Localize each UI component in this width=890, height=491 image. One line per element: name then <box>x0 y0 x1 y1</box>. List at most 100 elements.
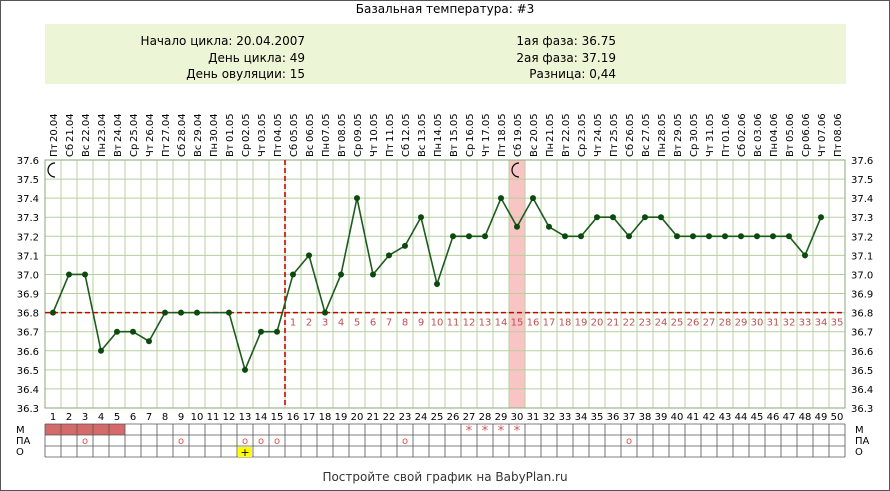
temperature-point <box>450 233 456 240</box>
temperature-point <box>434 281 440 287</box>
temperature-point <box>482 233 488 240</box>
weekday-label: Сб <box>177 144 188 157</box>
day-number-label: 22 <box>383 412 396 423</box>
weekday-label: Вт <box>561 144 572 157</box>
date-label: 26.04 <box>145 113 156 142</box>
plot-border <box>44 159 846 409</box>
day-number-label: 36 <box>607 412 620 423</box>
pa-mark: o <box>274 436 280 447</box>
weekday-label: Ср <box>465 144 476 157</box>
info-left-column: Начало цикла: 20.04.2007 День цикла: 49 … <box>45 33 305 83</box>
temperature-point <box>274 328 280 335</box>
weekday-label: Вт <box>113 144 124 157</box>
date-label: 18.05 <box>497 113 508 142</box>
day-number-label: 25 <box>431 412 444 423</box>
date-label: 02.05 <box>241 113 252 142</box>
star-mark: * <box>482 424 489 439</box>
day-number-label: 33 <box>559 412 572 423</box>
date-label: 01.05 <box>225 113 236 142</box>
phase2-day-label: 32 <box>783 318 796 329</box>
date-label: 11.05 <box>385 113 396 142</box>
temperature-point <box>322 309 328 316</box>
day-number-label: 38 <box>639 412 652 423</box>
date-label: 12.05 <box>401 113 412 142</box>
menses-cell <box>45 424 61 435</box>
temperature-point <box>98 347 104 354</box>
date-label: 22.05 <box>561 113 572 142</box>
day-number-label: 14 <box>255 412 268 423</box>
y-tick-label-left: 36.6 <box>17 347 39 358</box>
weekday-label: Вт <box>673 144 684 157</box>
day-number-label: 7 <box>146 412 152 423</box>
weekday-label: Вт <box>337 144 348 157</box>
weekday-label: Пт <box>49 143 60 157</box>
y-tick-label-left: 37.5 <box>17 175 39 186</box>
day-number-label: 5 <box>114 412 120 423</box>
plus-cell <box>238 447 252 457</box>
weekday-label: Чт <box>369 144 380 157</box>
temperature-point <box>786 233 792 240</box>
date-label: 30.04 <box>209 113 220 142</box>
moon-icon <box>511 162 520 178</box>
menses-cell <box>77 424 93 435</box>
weekday-label: Ср <box>801 144 812 157</box>
cycle-start: Начало цикла: 20.04.2007 <box>140 34 305 48</box>
pa-mark: o <box>402 436 408 447</box>
day-number-label: 43 <box>719 412 732 423</box>
y-tick-label-left: 36.5 <box>17 366 39 377</box>
phase2-day-label: 18 <box>559 318 572 329</box>
day-number-label: 42 <box>703 412 716 423</box>
date-label: 07.06 <box>817 113 828 142</box>
weekday-label: Пн <box>209 143 220 157</box>
day-number-label: 48 <box>799 412 812 423</box>
temperature-point <box>226 309 232 316</box>
plus-mark: + <box>240 446 249 459</box>
row-label-left: О <box>16 447 24 458</box>
weekday-label: Ср <box>241 144 252 157</box>
date-label: 26.05 <box>625 113 636 142</box>
temperature-point <box>466 233 472 240</box>
y-tick-label-right: 37.0 <box>851 270 873 281</box>
temperature-point <box>594 214 600 221</box>
temperature-point <box>354 195 360 202</box>
weekday-label: Сб <box>737 144 748 157</box>
day-number-label: 18 <box>319 412 332 423</box>
weekday-label: Сб <box>401 144 412 157</box>
date-label: 03.06 <box>753 113 764 142</box>
weekday-label: Сб <box>65 144 76 157</box>
y-tick-label-left: 36.7 <box>17 328 39 339</box>
day-number-label: 3 <box>82 412 88 423</box>
y-tick-label-left: 37.2 <box>17 232 39 243</box>
phase2-day-label: 33 <box>799 318 812 329</box>
day-number-label: 23 <box>399 412 412 423</box>
y-tick-label-left: 37.6 <box>17 156 39 167</box>
phase2-day-label: 23 <box>639 318 652 329</box>
phase1-temp: 1ая фаза: 36.75 <box>516 34 616 48</box>
y-tick-label-left: 36.8 <box>17 309 39 320</box>
pa-mark: o <box>258 436 264 447</box>
day-number-label: 40 <box>671 412 684 423</box>
day-number-label: 19 <box>335 412 348 423</box>
date-label: 20.04 <box>49 113 60 142</box>
temperature-point <box>386 252 392 259</box>
weekday-label: Ср <box>129 144 140 157</box>
temperature-point <box>722 233 728 240</box>
temperature-point <box>818 214 824 221</box>
phase2-day-label: 34 <box>815 318 828 329</box>
weekday-label: Пн <box>545 143 556 157</box>
phase2-day-label: 10 <box>431 318 444 329</box>
footer-link[interactable]: Постройте свой график на BabyPlan.ru <box>322 470 568 484</box>
day-number-label: 46 <box>767 412 780 423</box>
y-tick-label-left: 37.3 <box>17 213 39 224</box>
date-label: 21.04 <box>65 113 76 142</box>
day-number-label: 47 <box>783 412 796 423</box>
temperature-point <box>66 271 72 278</box>
phase2-day-label: 11 <box>447 318 460 329</box>
phase2-day-label: 28 <box>719 318 732 329</box>
cycle-day: День цикла: 49 <box>208 50 305 65</box>
temperature-point <box>418 214 424 221</box>
day-number-label: 24 <box>415 412 428 423</box>
day-number-label: 44 <box>735 412 748 423</box>
date-label: 06.06 <box>801 113 812 142</box>
